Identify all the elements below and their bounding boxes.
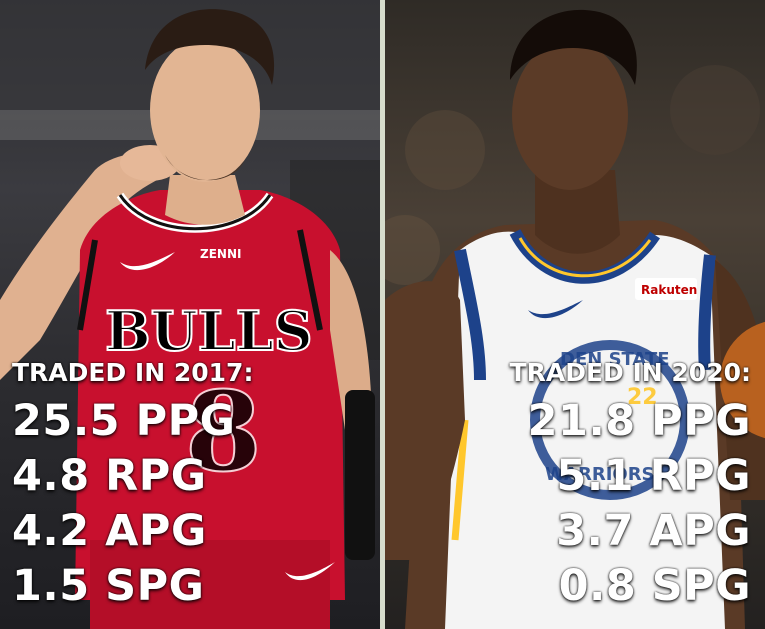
right-stat-apg: 3.7 APG [556,506,751,556]
left-stat-rpg: 4.8 RPG [12,451,207,501]
right-stat-rpg: 5.1 RPG [556,451,751,501]
left-player-panel: ZENNI BULLS 8 TRADED IN 2017: 25.5 PPG 4… [0,0,380,629]
nike-logo-left [120,252,175,271]
right-stats: TRADED IN 2020: 21.8 PPG 5.1 RPG 3.7 APG… [510,356,751,614]
left-stat-apg: 4.2 APG [12,506,207,556]
svg-text:DEN STATE: DEN STATE [560,349,670,370]
left-stat-ppg: 25.5 PPG [12,396,236,446]
panel-divider [380,0,385,629]
svg-text:WARRIORS: WARRIORS [545,464,655,485]
right-stats-header: TRADED IN 2020: [509,358,751,387]
jersey-sponsor-left: ZENNI [200,247,241,261]
svg-text:22: 22 [627,385,658,410]
bulls-jersey [75,190,345,600]
left-player-photo: ZENNI BULLS 8 [0,0,380,629]
right-player-panel: DEN STATE 22 WARRIORS Rakuten TRADED IN … [385,0,765,629]
left-stats: TRADED IN 2017: 25.5 PPG 4.8 RPG 4.2 APG… [12,356,253,614]
jersey-sponsor-right: Rakuten [641,283,697,297]
left-stat-spg: 1.5 SPG [12,561,205,611]
nike-logo-right [528,300,583,319]
right-stat-ppg: 21.8 PPG [527,396,751,446]
right-stat-spg: 0.8 SPG [558,561,751,611]
warriors-jersey [445,231,725,629]
left-stats-header: TRADED IN 2017: [12,358,254,387]
jersey-text-left: BULLS [105,299,313,363]
right-player-photo: DEN STATE 22 WARRIORS Rakuten [385,9,765,629]
svg-text:8: 8 [185,367,262,496]
